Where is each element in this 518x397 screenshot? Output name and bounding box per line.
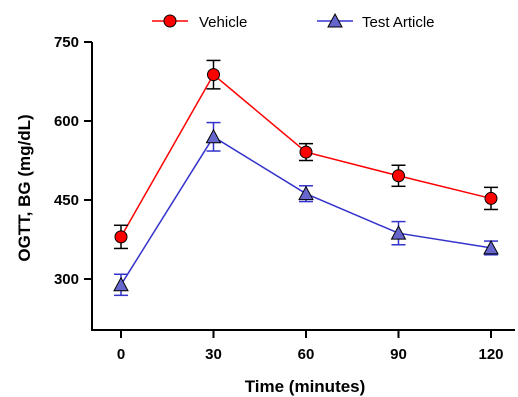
vehicle-point	[207, 68, 220, 82]
test-article-point	[483, 239, 499, 255]
x-axis-title: Time (minutes)	[245, 377, 366, 396]
x-tick-label: 120	[478, 346, 503, 363]
x-tick-label: 60	[298, 346, 315, 363]
axes	[91, 42, 515, 331]
tick-group: 0 30 60 90 120 300 450 600 750	[54, 34, 504, 363]
vehicle-point	[114, 230, 128, 244]
x-tick-label: 30	[205, 346, 222, 363]
y-tick-label: 750	[54, 34, 79, 51]
legend-test-article-marker	[327, 12, 343, 28]
test-article-point	[113, 276, 129, 292]
legend-vehicle-marker	[163, 14, 177, 28]
test-article-point	[298, 185, 314, 201]
x-tick-label: 90	[390, 346, 407, 363]
legend-vehicle-label: Vehicle	[199, 14, 247, 31]
y-tick-label: 600	[54, 113, 79, 130]
y-axis-title: OGTT, BG (mg/dL)	[15, 114, 34, 261]
y-tick-label: 450	[54, 192, 79, 209]
test-article-point	[205, 128, 222, 144]
y-tick-label: 300	[54, 271, 79, 288]
x-tick-label: 0	[117, 346, 125, 363]
legend-test-article-label: Test Article	[362, 14, 435, 31]
legend-item-vehicle: Vehicle	[152, 14, 247, 31]
legend-item-test-article: Test Article	[317, 12, 435, 31]
vehicle-point	[392, 169, 405, 183]
vehicle-point	[299, 145, 313, 159]
plot-area	[113, 59, 499, 297]
test-article-point	[390, 225, 407, 240]
vehicle-point	[484, 191, 498, 205]
legend: Vehicle Test Article	[152, 12, 435, 31]
